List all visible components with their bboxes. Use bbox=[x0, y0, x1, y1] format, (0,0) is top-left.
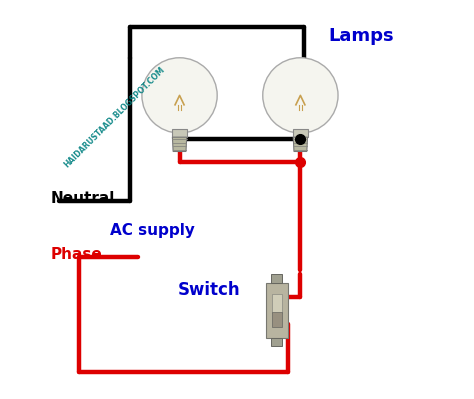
FancyBboxPatch shape bbox=[271, 275, 282, 283]
FancyBboxPatch shape bbox=[271, 338, 282, 346]
FancyBboxPatch shape bbox=[266, 283, 288, 338]
FancyBboxPatch shape bbox=[173, 129, 187, 137]
FancyBboxPatch shape bbox=[272, 312, 282, 327]
Text: HAIDARUSTAAD.BLOGSPOT.COM: HAIDARUSTAAD.BLOGSPOT.COM bbox=[63, 65, 167, 170]
FancyBboxPatch shape bbox=[272, 294, 282, 314]
Circle shape bbox=[263, 58, 338, 133]
Polygon shape bbox=[293, 137, 308, 152]
FancyBboxPatch shape bbox=[293, 129, 308, 137]
Text: AC supply: AC supply bbox=[110, 223, 195, 238]
Text: Neutral: Neutral bbox=[51, 192, 115, 206]
Polygon shape bbox=[173, 137, 187, 152]
Circle shape bbox=[142, 58, 217, 133]
Text: Lamps: Lamps bbox=[328, 27, 394, 45]
Text: Phase: Phase bbox=[51, 247, 102, 262]
Text: Switch: Switch bbox=[178, 280, 240, 298]
